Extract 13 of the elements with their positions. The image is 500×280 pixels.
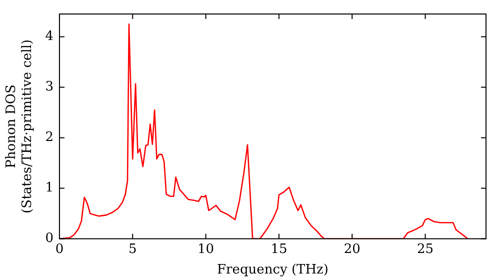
x-tick-label: 25 [417, 242, 434, 257]
y-tick-label: 2 [45, 130, 54, 146]
y-tick-label: 3 [45, 80, 54, 95]
x-tick-label: 0 [55, 242, 64, 257]
x-tick-label: 5 [128, 242, 137, 257]
y-tick-label: 1 [45, 180, 54, 196]
x-axis-title: Frequency (THz) [217, 262, 328, 278]
y-tick-label: 0 [45, 231, 54, 246]
y-axis-title: Phonon DOS (States/THz·primitive cell) [4, 39, 35, 214]
y-tick-label: 4 [45, 29, 54, 44]
x-tick-label: 10 [198, 242, 214, 257]
x-tick-label: 20 [344, 242, 360, 257]
x-tick-label: 15 [270, 242, 288, 257]
